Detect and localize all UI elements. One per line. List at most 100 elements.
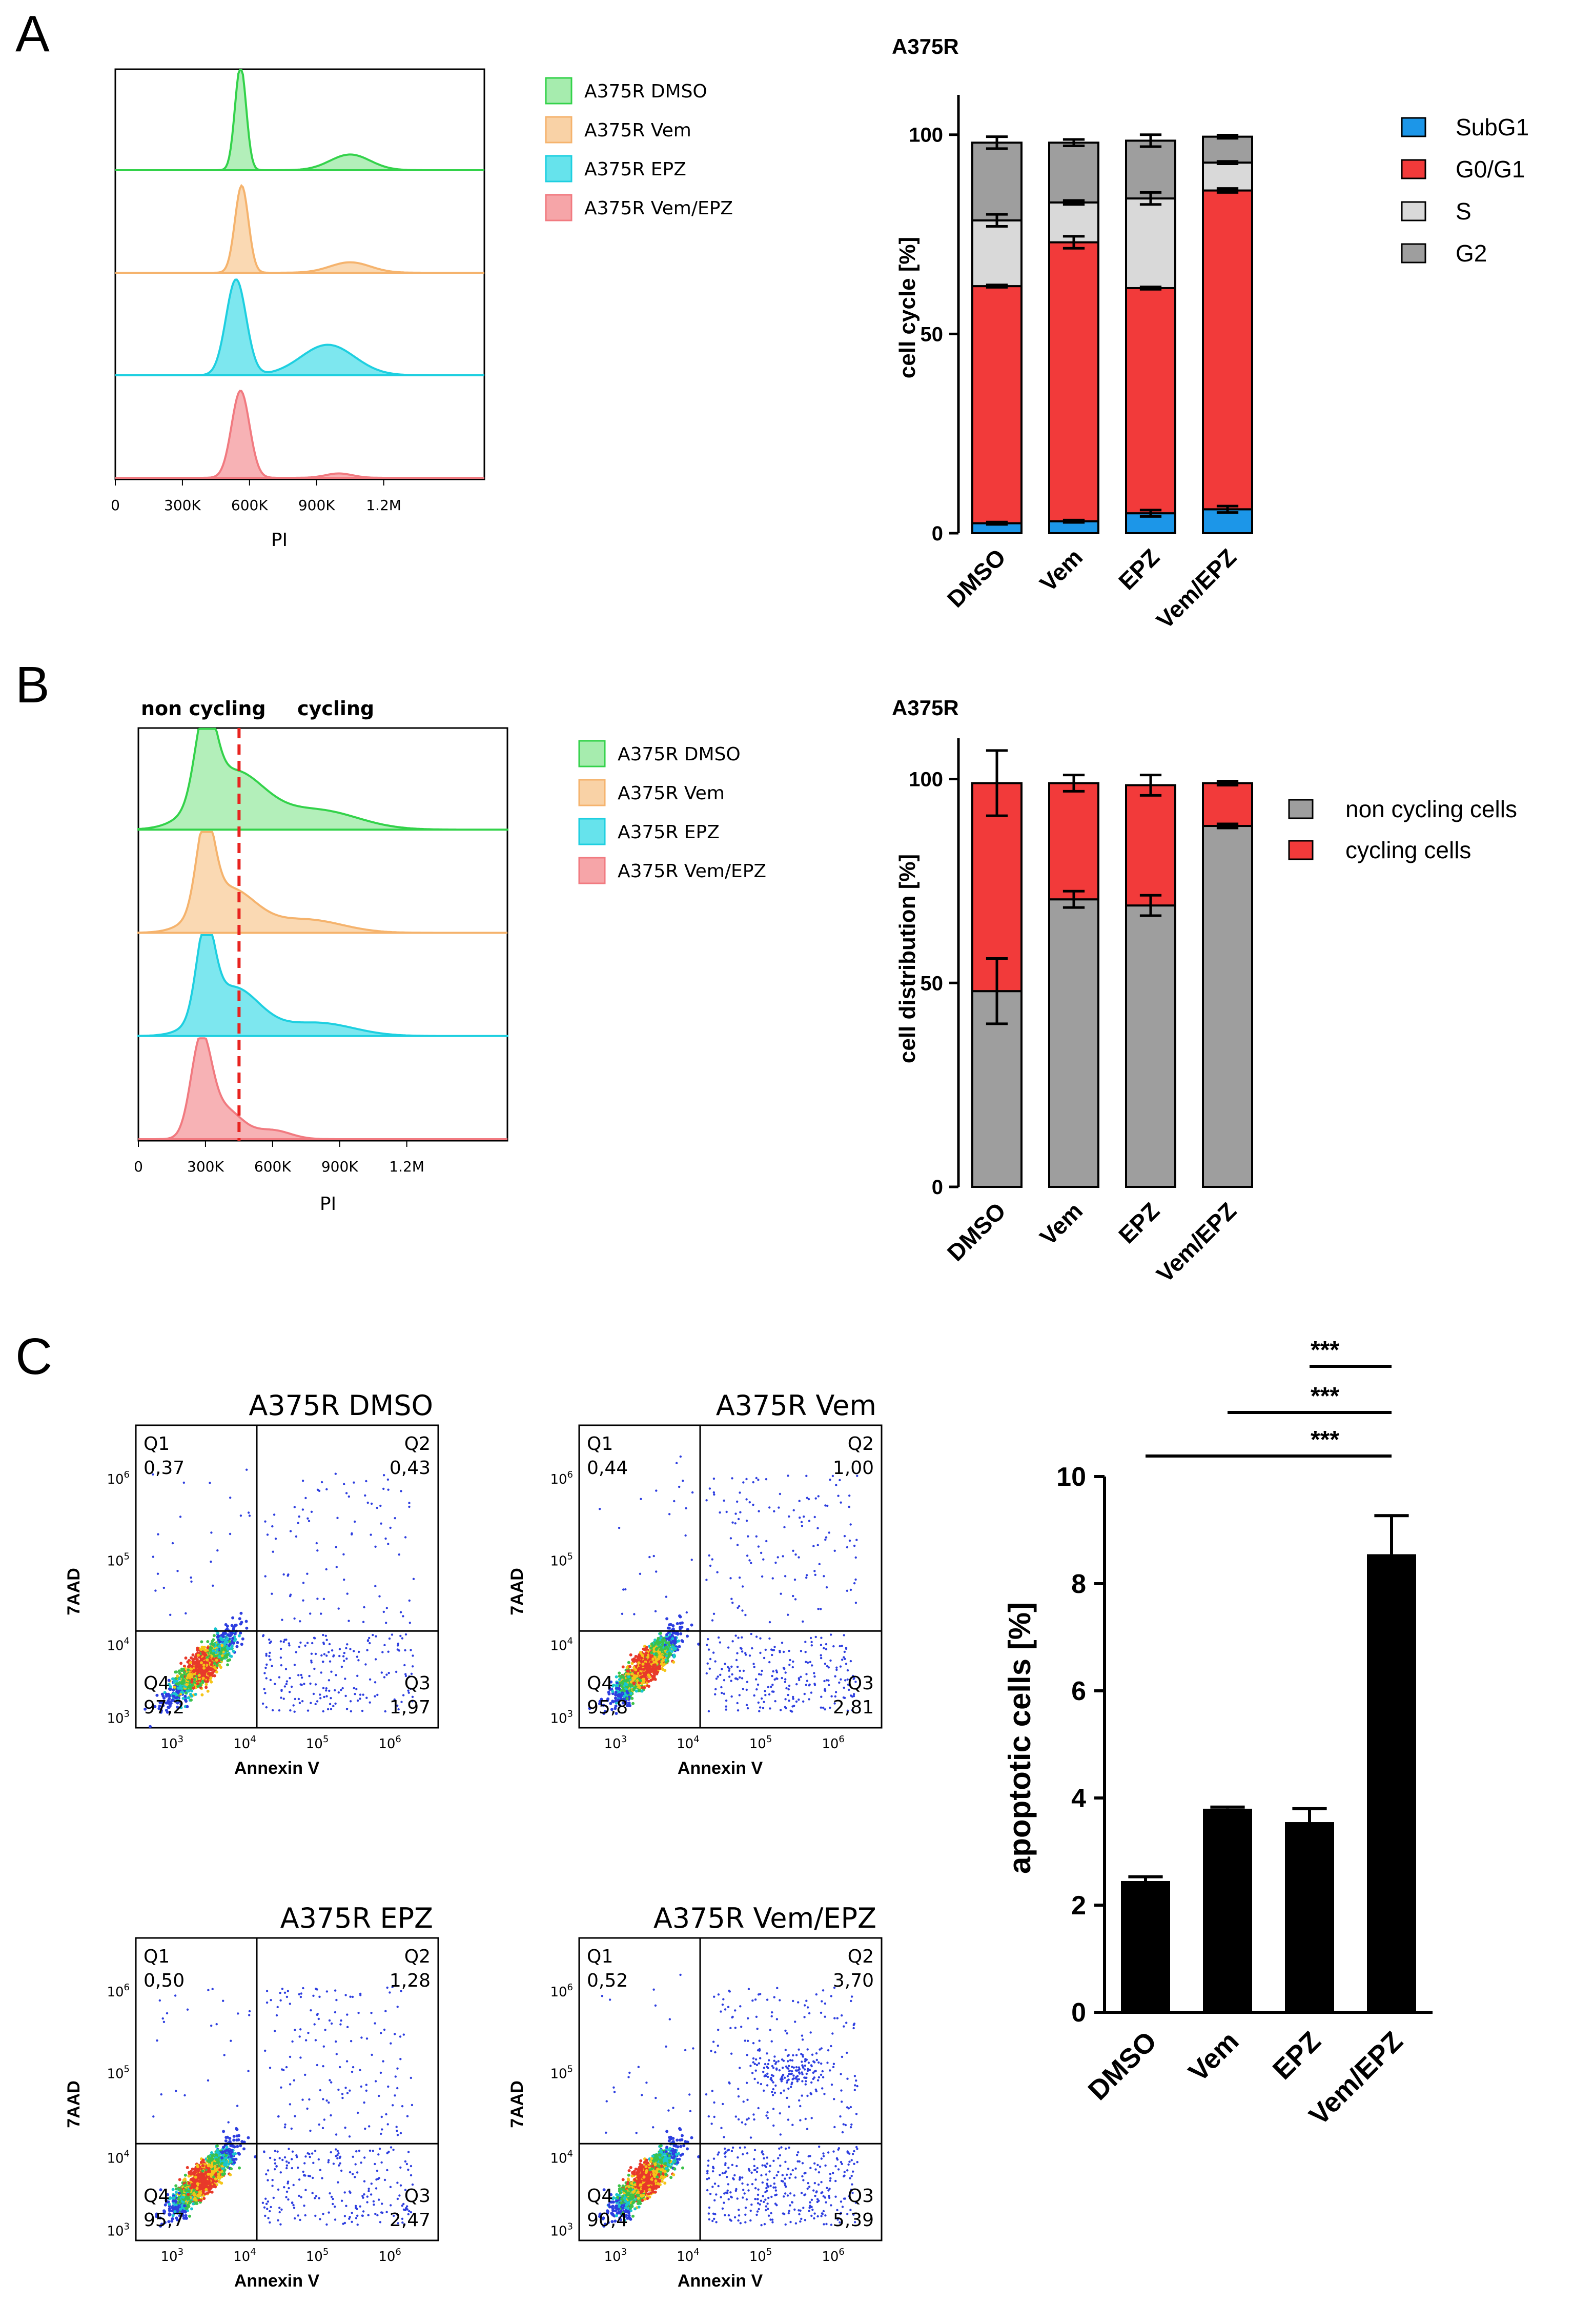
scatter-dot — [655, 1570, 658, 1573]
scatter-dot — [385, 1673, 388, 1676]
scatter-dot — [824, 1688, 826, 1691]
error-bar — [1062, 199, 1085, 206]
scatter-dot — [349, 1648, 352, 1650]
scatter-dot — [781, 1676, 783, 1680]
scatter-dot — [211, 1640, 214, 1643]
y-tick-label: 103 — [550, 1708, 573, 1726]
scatter-dot — [622, 1680, 625, 1683]
scatter-dot — [153, 1705, 157, 1708]
scatter-dot — [798, 1500, 801, 1502]
scatter-dot — [784, 1671, 787, 1674]
scatter-dot — [714, 1688, 717, 1690]
scatter-dot — [270, 1640, 272, 1643]
scatter-dot — [198, 1682, 202, 1686]
scatter-dot — [223, 2172, 226, 2175]
scatter-dot — [808, 1698, 810, 1701]
bar-g0-g1-epz — [1125, 287, 1176, 515]
scatter-dot — [750, 1632, 752, 1635]
bar-g2-vem-epz — [1202, 135, 1253, 164]
scatter-dot — [332, 1705, 335, 1707]
scatter-dot — [724, 1663, 726, 1665]
scatter-dot — [752, 1481, 754, 1484]
histA-curves-tick-label: 900K — [298, 497, 335, 514]
scatter-dot — [823, 1575, 825, 1578]
scatter-dot — [374, 1695, 376, 1697]
scatter-dot — [338, 1648, 341, 1650]
scatter-dot — [300, 1673, 302, 1676]
scatter-dot — [176, 1691, 180, 1694]
scatter-dot — [761, 1669, 763, 1672]
x-tick-label: 103 — [604, 1734, 627, 1752]
scatter-dot — [764, 1690, 766, 1692]
scatter-dot — [374, 1545, 377, 1548]
scatter-dot — [202, 1664, 206, 1667]
scatter-dot — [712, 1491, 716, 1494]
scatter-dot — [748, 1654, 751, 1657]
scatter-dot — [348, 1620, 350, 1622]
scatter-dot — [385, 1607, 388, 1609]
scatter-dot — [298, 1702, 301, 1704]
scatter-dot — [215, 1670, 218, 1674]
scatter-dot — [322, 1633, 324, 1636]
bar-s-dmso — [971, 219, 1023, 288]
quadrant-label: 0,37 — [144, 1458, 185, 1479]
scatter-dot — [269, 1679, 272, 1681]
scatter-dot — [228, 2137, 232, 2140]
scatter-dot — [230, 1654, 233, 1658]
scatter-dot — [765, 1540, 768, 1543]
y-tick-label: 50 — [921, 972, 944, 995]
scatter-dot — [825, 1536, 828, 1539]
scatter-dot — [643, 1674, 646, 1678]
scatter-dot — [309, 1682, 312, 1685]
scatter-dot — [384, 1710, 386, 1713]
legend-a-swatch-vem — [545, 116, 573, 144]
scatter-dot — [412, 1654, 414, 1657]
scatter-dot — [725, 1708, 727, 1711]
scatter-dot — [752, 1663, 755, 1665]
scatter-dot — [195, 2164, 199, 2167]
scatter-dot — [379, 1504, 382, 1507]
scatter-dot — [397, 1642, 400, 1645]
scatter-dot — [209, 1482, 211, 1484]
scatter-dot — [783, 1526, 786, 1528]
scatter-dot — [293, 1617, 296, 1620]
scatter-dot — [843, 1650, 846, 1653]
histB-curves-tick-label: 600K — [254, 1158, 291, 1175]
scatter-plot-3: A375R EPZQ10,50Q21,28Q32,47Q495,71031031… — [64, 1902, 439, 2291]
scatter-dot — [723, 1679, 726, 1682]
scatter-dot — [232, 1642, 235, 1645]
scatter-dot — [288, 1691, 291, 1693]
scatter-dot — [202, 1656, 206, 1660]
scatter-dot — [837, 1494, 840, 1497]
scatter-dot — [382, 1610, 385, 1613]
error-bar — [1216, 160, 1239, 165]
scatter-dot — [723, 1499, 725, 1502]
scatter-dot — [178, 1671, 181, 1675]
scatter-dot — [237, 1634, 241, 1638]
scatter-dot — [853, 1544, 856, 1547]
error-bar — [1139, 286, 1162, 291]
scatter-dot — [168, 1701, 171, 1704]
scatter-dot — [747, 1535, 749, 1538]
scatter-dot — [824, 1708, 826, 1711]
scatter-dot — [264, 1575, 267, 1578]
scatter-dot — [843, 1634, 845, 1636]
legend-swatch — [1401, 201, 1426, 221]
scatter-dot — [781, 1642, 784, 1644]
scatter-dot — [264, 1666, 267, 1669]
scatter-dot — [679, 1622, 682, 1625]
scatter-dot — [184, 1699, 187, 1702]
scatter-dot — [228, 2157, 231, 2161]
legend-swatch — [1288, 799, 1314, 819]
legend-b-swatch-epz — [578, 818, 606, 845]
scatter-dot — [308, 1520, 311, 1522]
scatter-dot — [215, 1659, 218, 1662]
scatter-dot — [228, 2140, 232, 2144]
scatter-dot — [736, 1500, 739, 1503]
legend-swatch — [1288, 840, 1314, 860]
scatter-dot — [764, 1694, 767, 1696]
scatter-dot — [184, 2189, 188, 2192]
y-tick-label: 104 — [550, 1636, 573, 1654]
scatter-dot — [332, 1655, 335, 1658]
bar-non-cycling-cells-epz — [1125, 904, 1176, 1188]
